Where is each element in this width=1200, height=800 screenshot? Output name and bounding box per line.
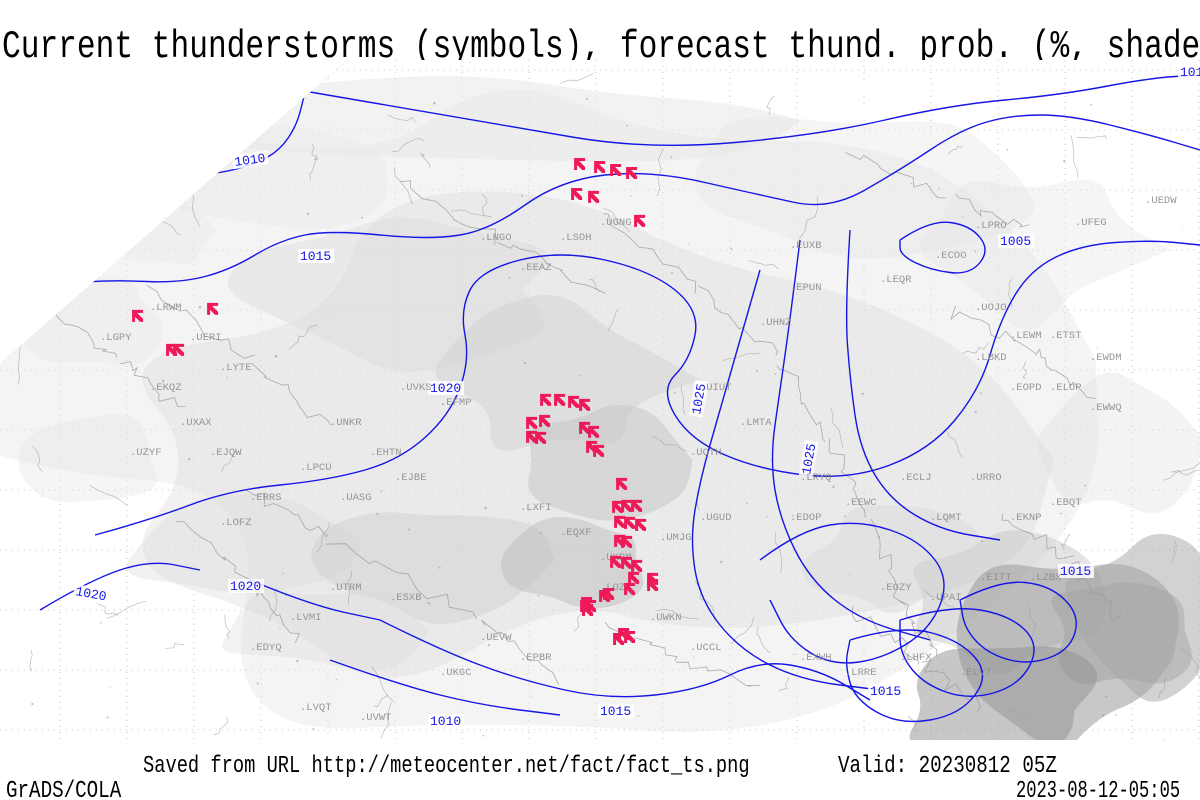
svg-text:.UPAI: .UPAI xyxy=(930,592,962,604)
svg-text:.EHTN: .EHTN xyxy=(370,447,402,459)
svg-text:.ESXB: .ESXB xyxy=(390,592,422,604)
svg-text:.LPRO: .LPRO xyxy=(975,220,1007,232)
svg-text:.EQXF: .EQXF xyxy=(560,527,592,539)
svg-text:.EPUN: .EPUN xyxy=(790,282,822,294)
svg-text:.UGUD: .UGUD xyxy=(700,512,732,524)
svg-text:.ECLJ: .ECLJ xyxy=(900,472,932,484)
svg-text:.LZBX: .LZBX xyxy=(1030,572,1062,584)
svg-text:.EKQZ: .EKQZ xyxy=(150,382,182,394)
svg-text:.ETST: .ETST xyxy=(1050,330,1082,342)
svg-text:.EOPD: .EOPD xyxy=(1010,382,1042,394)
svg-text:.UWKN: .UWKN xyxy=(650,612,682,624)
svg-text:.EWWQ: .EWWQ xyxy=(1090,402,1122,414)
svg-text:.UERI: .UERI xyxy=(190,332,222,344)
svg-text:.EEAZ: .EEAZ xyxy=(520,262,552,274)
svg-text:.LBKD: .LBKD xyxy=(975,352,1007,364)
svg-text:.UEDW: .UEDW xyxy=(1145,195,1177,207)
svg-text:.ERRS: .ERRS xyxy=(250,492,282,504)
svg-text:.LGPY: .LGPY xyxy=(100,332,132,344)
svg-text:.UVWT: .UVWT xyxy=(360,712,392,724)
svg-text:.UHNZ: .UHNZ xyxy=(760,317,792,329)
svg-text:.LSOH: .LSOH xyxy=(560,232,592,244)
svg-text:.LVMI: .LVMI xyxy=(290,612,322,624)
svg-text:.LNGO: .LNGO xyxy=(480,232,512,244)
svg-text:.UMJG: .UMJG xyxy=(660,532,692,544)
svg-text:.EJQW: .EJQW xyxy=(210,447,242,459)
svg-text:.UIUT: .UIUT xyxy=(700,382,732,394)
svg-text:.ELOP: .ELOP xyxy=(1050,382,1082,394)
svg-text:.LRRE: .LRRE xyxy=(845,667,877,679)
svg-text:.URRO: .URRO xyxy=(970,472,1002,484)
svg-text:.LHFX: .LHFX xyxy=(900,652,932,664)
svg-text:1010: 1010 xyxy=(1180,65,1200,80)
svg-text:1015: 1015 xyxy=(600,704,631,719)
svg-text:.LRYQ: .LRYQ xyxy=(800,472,832,484)
svg-text:1020: 1020 xyxy=(430,381,461,396)
svg-text:.LRWM: .LRWM xyxy=(150,302,182,314)
svg-text:1010: 1010 xyxy=(430,714,461,729)
svg-text:.UNKR: .UNKR xyxy=(330,417,362,429)
svg-text:1015: 1015 xyxy=(300,249,331,264)
svg-text:.LPCU: .LPCU xyxy=(300,462,332,474)
svg-text:.EEWC: .EEWC xyxy=(845,497,877,509)
svg-text:.UVKS: .UVKS xyxy=(400,382,432,394)
svg-text:.UEVW: .UEVW xyxy=(480,632,512,644)
svg-text:.LEQR: .LEQR xyxy=(880,274,912,286)
svg-text:.LOFZ: .LOFZ xyxy=(220,517,252,529)
svg-text:.LEWM: .LEWM xyxy=(1010,330,1042,342)
svg-text:1005: 1005 xyxy=(1000,234,1031,249)
svg-text:.EWDM: .EWDM xyxy=(1090,352,1122,364)
svg-text:.EKNP: .EKNP xyxy=(1010,512,1042,524)
svg-text:.EUXB: .EUXB xyxy=(790,240,822,252)
svg-text:1020: 1020 xyxy=(230,579,261,594)
svg-text:.EFMP: .EFMP xyxy=(440,397,472,409)
svg-text:.UFEG: .UFEG xyxy=(1075,217,1107,229)
svg-text:.EBQT: .EBQT xyxy=(1050,497,1082,509)
svg-text:.EDYQ: .EDYQ xyxy=(250,642,282,654)
svg-text:1015: 1015 xyxy=(870,684,901,699)
svg-text:.LXFI: .LXFI xyxy=(520,502,552,514)
svg-text:.UGNG: .UGNG xyxy=(600,217,632,229)
svg-text:.EPBR: .EPBR xyxy=(520,652,552,664)
svg-text:.UOJO: .UOJO xyxy=(975,302,1007,314)
svg-text:.EJBE: .EJBE xyxy=(395,472,427,484)
svg-text:.UCCL: .UCCL xyxy=(690,642,722,654)
svg-text:.UQTH: .UQTH xyxy=(690,447,722,459)
svg-text:.EOZY: .EOZY xyxy=(880,582,912,594)
svg-text:.EXWH: .EXWH xyxy=(800,652,832,664)
svg-text:.LYTE: .LYTE xyxy=(220,362,252,374)
svg-text:.LQMT: .LQMT xyxy=(930,512,962,524)
svg-text:.UXAX: .UXAX xyxy=(180,417,212,429)
svg-text:.UKGC: .UKGC xyxy=(440,667,472,679)
svg-text:.UASG: .UASG xyxy=(340,492,372,504)
svg-text:.UTRM: .UTRM xyxy=(330,582,362,594)
svg-text:.ELVT: .ELVT xyxy=(960,667,992,679)
svg-text:.LMTA: .LMTA xyxy=(740,417,772,429)
svg-text:.EITT: .EITT xyxy=(980,572,1012,584)
svg-text:1015: 1015 xyxy=(1060,564,1091,579)
svg-text:.LVQT: .LVQT xyxy=(300,702,332,714)
svg-text:.EDOP: .EDOP xyxy=(790,512,822,524)
svg-text:.ECOO: .ECOO xyxy=(935,250,967,262)
svg-text:.UZYF: .UZYF xyxy=(130,447,162,459)
